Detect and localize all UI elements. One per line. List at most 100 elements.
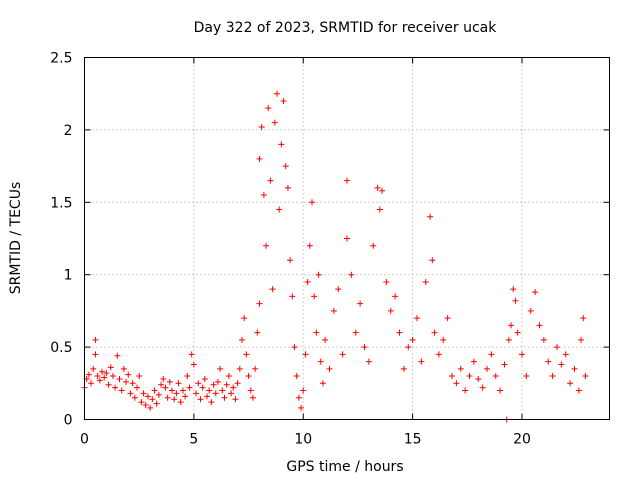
data-point (212, 390, 219, 397)
y-tick-label: 1.5 (50, 195, 72, 211)
data-point (313, 329, 320, 336)
data-point (293, 373, 300, 380)
data-point (179, 387, 186, 394)
data-point (149, 396, 156, 403)
data-point (116, 375, 123, 382)
data-point (435, 351, 442, 358)
data-point (554, 344, 560, 351)
y-tick-label: 2.5 (50, 51, 72, 67)
data-point (103, 370, 110, 377)
data-point (295, 394, 302, 401)
data-point (134, 384, 140, 391)
data-point (140, 390, 147, 397)
data-point (129, 380, 136, 387)
data-point (193, 390, 200, 397)
data-point (269, 286, 276, 293)
data-point (186, 384, 193, 391)
data-point (210, 381, 217, 388)
data-point (184, 373, 191, 380)
data-point (291, 344, 298, 351)
data-point (123, 378, 130, 385)
data-point (201, 375, 208, 382)
data-point (267, 177, 274, 184)
data-point (112, 384, 119, 391)
data-point (510, 286, 517, 293)
data-point (475, 375, 482, 382)
data-point (158, 381, 165, 388)
data-point (131, 394, 138, 401)
data-point (169, 387, 175, 394)
data-point (190, 361, 197, 368)
data-point (173, 390, 180, 397)
data-point (392, 293, 399, 300)
data-point (118, 387, 125, 394)
data-point (195, 380, 202, 387)
x-axis-label: GPS time / hours (286, 459, 403, 475)
chart-title: Day 322 of 2023, SRMTID for receiver uca… (194, 20, 498, 36)
data-point (357, 300, 364, 307)
data-point (256, 300, 263, 307)
data-point (409, 336, 416, 343)
data-point (177, 399, 184, 406)
data-point (223, 381, 230, 388)
data-point (96, 377, 103, 384)
data-point (405, 344, 412, 351)
data-point (387, 307, 394, 314)
data-point (206, 387, 213, 394)
data-point (225, 373, 232, 380)
y-tick-label: 1 (64, 268, 73, 284)
x-tick-label: 5 (189, 432, 198, 448)
data-point (523, 373, 530, 380)
data-point (258, 124, 265, 131)
data-point (497, 387, 504, 394)
data-point (532, 289, 539, 296)
data-point (155, 391, 162, 398)
data-point (276, 206, 283, 213)
data-point (289, 293, 296, 300)
data-point (247, 387, 254, 394)
data-point (571, 365, 578, 372)
data-point (422, 278, 429, 285)
data-point (197, 396, 204, 403)
data-point (252, 365, 259, 372)
data-point (217, 365, 224, 372)
data-point (488, 351, 495, 358)
data-point (344, 177, 350, 184)
data-point (536, 322, 543, 329)
data-point (114, 352, 121, 359)
data-point (440, 336, 447, 343)
data-point (479, 384, 486, 391)
data-point (322, 336, 329, 343)
data-point (188, 351, 195, 358)
data-point (260, 192, 267, 199)
data-point (90, 365, 97, 372)
data-point (232, 396, 239, 403)
data-point (470, 358, 477, 365)
data-point (147, 404, 154, 411)
data-point (274, 90, 280, 97)
data-point (302, 351, 309, 358)
data-point (315, 271, 322, 278)
data-points (81, 90, 589, 423)
data-point (278, 141, 285, 148)
data-point (562, 351, 569, 358)
data-point (462, 387, 469, 394)
x-tick-label: 10 (294, 432, 312, 448)
plot-frame (84, 57, 610, 420)
data-point (127, 390, 134, 397)
data-point (153, 400, 160, 407)
data-point (204, 393, 210, 400)
data-point (101, 374, 108, 381)
data-point (138, 399, 145, 406)
data-point (92, 351, 99, 358)
data-point (230, 384, 237, 391)
data-point (319, 380, 326, 387)
data-point (136, 373, 143, 380)
grid-lines (84, 57, 610, 420)
data-point (335, 286, 342, 293)
data-point (339, 351, 346, 358)
data-point (549, 373, 556, 380)
data-point (221, 394, 228, 401)
data-point (383, 278, 390, 285)
data-point (182, 393, 189, 400)
